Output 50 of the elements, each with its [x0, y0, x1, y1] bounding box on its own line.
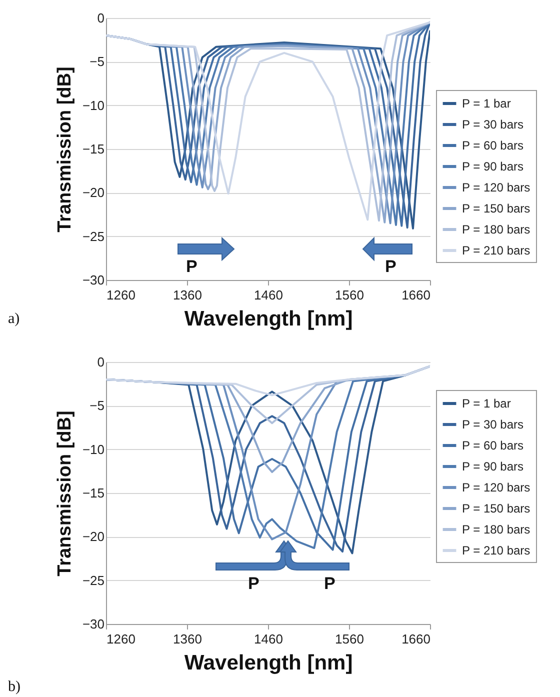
legend-label: P = 30 bars: [462, 118, 524, 132]
legend-label: P = 210 bars: [462, 544, 530, 558]
x-tick-label: 1560: [335, 632, 364, 646]
x-tick-label: 1260: [106, 632, 136, 646]
y-tick-label: −10: [82, 442, 104, 457]
x-tick-label: 1460: [254, 632, 283, 646]
legend-label: P = 180 bars: [462, 222, 530, 236]
x-axis-title: Wavelength [nm]: [184, 308, 353, 330]
y-tick-label: −20: [82, 185, 104, 200]
x-tick-label: 1360: [173, 288, 202, 302]
y-axis-title: Transmission [dB]: [54, 66, 76, 232]
x-tick-label: 1660: [402, 632, 430, 646]
y-tick-label: −10: [82, 98, 104, 113]
y-tick-label: −5: [90, 54, 104, 70]
y-tick-label: 0: [97, 354, 104, 370]
x-tick-label: 1460: [254, 288, 283, 302]
y-tick-label: −25: [82, 228, 104, 244]
legend-label: P = 120 bars: [462, 480, 530, 494]
legend-label: P = 150 bars: [462, 202, 530, 216]
note: a): [8, 312, 20, 327]
legend-label: P = 90 bars: [462, 160, 524, 174]
y-tick-label: 0: [97, 10, 104, 26]
x-tick-label: 1660: [402, 288, 430, 302]
legend-label: P = 60 bars: [462, 438, 524, 452]
legend-label: P = 1 bar: [462, 96, 511, 110]
note: P: [186, 258, 198, 275]
y-tick-label: −30: [82, 272, 104, 288]
y-tick-label: −25: [82, 572, 104, 588]
y-tick-label: −15: [82, 142, 104, 156]
note: P: [248, 575, 260, 592]
x-axis-title: Wavelength [nm]: [184, 652, 353, 674]
y-tick-label: −30: [82, 616, 104, 632]
x-tick-label: 1260: [106, 288, 136, 302]
y-tick-label: −5: [90, 398, 104, 414]
y-tick-label: −20: [82, 529, 104, 544]
note: P: [324, 575, 336, 592]
legend-label: P = 150 bars: [462, 502, 530, 516]
y-axis-title: Transmission [dB]: [54, 410, 76, 576]
legend-label: P = 210 bars: [462, 244, 530, 258]
note: b): [8, 680, 20, 695]
legend-label: P = 30 bars: [462, 418, 524, 432]
legend-label: P = 120 bars: [462, 180, 530, 194]
legend-label: P = 180 bars: [462, 522, 530, 536]
note: P: [385, 258, 396, 275]
x-tick-label: 1360: [173, 632, 202, 646]
legend-label: P = 60 bars: [462, 138, 524, 152]
legend-label: P = 1 bar: [462, 396, 511, 410]
legend-label: P = 90 bars: [462, 460, 524, 474]
x-tick-label: 1560: [335, 288, 364, 302]
y-tick-label: −15: [82, 486, 104, 500]
